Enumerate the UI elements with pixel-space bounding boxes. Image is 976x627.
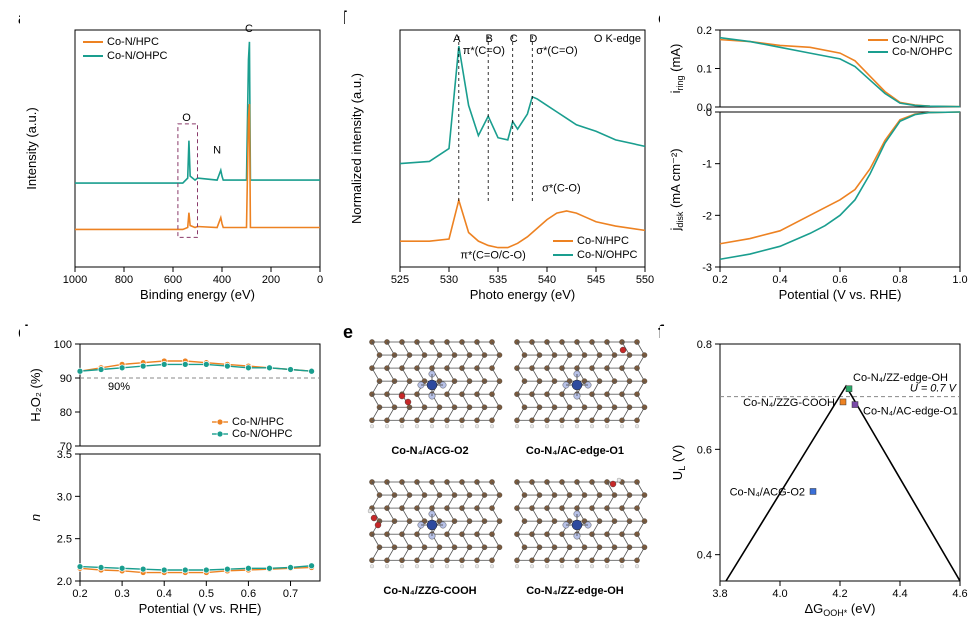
svg-text:jdisk (mA cm⁻²): jdisk (mA cm⁻²) <box>668 148 685 231</box>
svg-text:4.2: 4.2 <box>832 588 847 600</box>
svg-text:Binding energy (eV): Binding energy (eV) <box>140 287 255 302</box>
svg-text:0.2: 0.2 <box>712 274 727 286</box>
svg-text:1000: 1000 <box>63 274 87 286</box>
svg-text:0: 0 <box>706 107 712 119</box>
svg-text:80: 80 <box>60 407 72 419</box>
svg-text:0.2: 0.2 <box>697 25 712 37</box>
svg-text:Photo energy (eV): Photo energy (eV) <box>470 287 576 302</box>
svg-text:ΔGOOH* (eV): ΔGOOH* (eV) <box>805 601 876 616</box>
svg-text:0.1: 0.1 <box>697 64 712 76</box>
svg-text:4.4: 4.4 <box>892 588 907 600</box>
svg-text:-1: -1 <box>702 159 712 171</box>
svg-text:Co-N/HPC: Co-N/HPC <box>232 416 284 428</box>
svg-text:Co-N₄/AC-edge-O1: Co-N₄/AC-edge-O1 <box>863 406 958 418</box>
panel-e: Co-N₄/ACG-O2 Co-N₄/AC-edge-O1 Co-N₄/ZZG-CO… <box>360 330 650 615</box>
svg-text:3.5: 3.5 <box>57 449 72 461</box>
svg-text:-2: -2 <box>702 210 712 222</box>
svg-text:0.4: 0.4 <box>697 550 712 562</box>
svg-text:4.6: 4.6 <box>952 588 967 600</box>
svg-text:800: 800 <box>115 274 133 286</box>
svg-text:Co-N/OHPC: Co-N/OHPC <box>107 50 168 62</box>
svg-text:0: 0 <box>317 274 323 286</box>
svg-text:525: 525 <box>391 274 409 286</box>
svg-text:0.3: 0.3 <box>114 588 129 600</box>
svg-text:Co-N/OHPC: Co-N/OHPC <box>577 249 638 261</box>
svg-text:535: 535 <box>489 274 507 286</box>
panel-c: 0.00.10.2-3-2-100.20.40.60.81.0Potential… <box>660 12 970 302</box>
svg-text:O K-edge: O K-edge <box>594 33 641 45</box>
svg-text:4.0: 4.0 <box>772 588 787 600</box>
svg-text:Co-N/HPC: Co-N/HPC <box>892 34 944 46</box>
svg-text:Co-N/OHPC: Co-N/OHPC <box>232 428 293 440</box>
svg-text:Co-N/OHPC: Co-N/OHPC <box>892 46 953 58</box>
svg-text:N: N <box>213 144 221 156</box>
svg-text:2.5: 2.5 <box>57 534 72 546</box>
svg-text:Co-N₄/ZZG-COOH: Co-N₄/ZZG-COOH <box>743 397 835 409</box>
svg-text:200: 200 <box>262 274 280 286</box>
svg-text:0.2: 0.2 <box>72 588 87 600</box>
svg-text:400: 400 <box>213 274 231 286</box>
svg-text:Co-N/HPC: Co-N/HPC <box>577 235 629 247</box>
svg-text:H₂O₂ (%): H₂O₂ (%) <box>28 368 43 421</box>
panel-d: 7080901002.02.53.03.50.20.30.40.50.60.7P… <box>20 326 330 616</box>
svg-text:3.8: 3.8 <box>712 588 727 600</box>
svg-text:Potential (V vs. RHE): Potential (V vs. RHE) <box>139 601 262 616</box>
svg-text:2.0: 2.0 <box>57 576 72 588</box>
svg-text:σ*(C-O): σ*(C-O) <box>542 183 581 195</box>
svg-text:0.4: 0.4 <box>157 588 172 600</box>
svg-text:0.5: 0.5 <box>199 588 214 600</box>
svg-text:Co-N₄/ZZ-edge-OH: Co-N₄/ZZ-edge-OH <box>853 372 948 384</box>
svg-text:0.8: 0.8 <box>892 274 907 286</box>
svg-text:C: C <box>510 33 518 45</box>
svg-text:0.6: 0.6 <box>241 588 256 600</box>
svg-text:C: C <box>245 23 253 35</box>
svg-text:0.6: 0.6 <box>832 274 847 286</box>
svg-text:-3: -3 <box>702 262 712 274</box>
svg-text:A: A <box>453 33 461 45</box>
svg-text:n: n <box>28 514 43 521</box>
svg-text:90: 90 <box>60 373 72 385</box>
svg-text:540: 540 <box>538 274 556 286</box>
svg-text:O: O <box>182 112 191 124</box>
svg-text:0.8: 0.8 <box>697 339 712 351</box>
svg-text:Co-N/HPC: Co-N/HPC <box>107 36 159 48</box>
svg-text:U = 0.7 V: U = 0.7 V <box>910 383 958 395</box>
svg-text:530: 530 <box>440 274 458 286</box>
svg-text:Potential (V vs. RHE): Potential (V vs. RHE) <box>779 287 902 302</box>
svg-text:90%: 90% <box>108 381 130 393</box>
panel-e-label: e <box>343 322 353 343</box>
svg-text:UL (V): UL (V) <box>670 445 687 480</box>
panel-f: 3.8 4.0 4.2 4.4 4.6 0.4 0.6 0.8 ΔGOOH* (eV) UL (V… <box>660 326 970 616</box>
svg-text:Normalized intensity (a.u.): Normalized intensity (a.u.) <box>349 73 364 224</box>
svg-text:0.4: 0.4 <box>772 274 787 286</box>
panel-b: 525 530 535 540 545 550 Photo energy (eV) Norma… <box>345 12 655 302</box>
svg-text:1.0: 1.0 <box>952 274 967 286</box>
svg-text:σ*(C=O): σ*(C=O) <box>536 45 577 57</box>
svg-text:Co-N₄/ZZ-edge-OH: Co-N₄/ZZ-edge-OH <box>526 585 624 597</box>
svg-text:π*(C=O): π*(C=O) <box>463 45 505 57</box>
svg-text:100: 100 <box>54 339 72 351</box>
panel-a: 1000 800 600 400 200 0 Binding energy (eV) Inte… <box>20 12 330 302</box>
svg-text:Co-N₄/AC-edge-O1: Co-N₄/AC-edge-O1 <box>526 445 624 457</box>
svg-text:B: B <box>486 33 493 45</box>
svg-text:Intensity (a.u.): Intensity (a.u.) <box>24 107 39 189</box>
svg-text:0.7: 0.7 <box>283 588 298 600</box>
svg-text:0.6: 0.6 <box>697 444 712 456</box>
svg-text:Co-N₄/ACG-O2: Co-N₄/ACG-O2 <box>391 445 468 457</box>
svg-text:D: D <box>529 33 537 45</box>
svg-text:3.0: 3.0 <box>57 491 72 503</box>
svg-text:iring (mA): iring (mA) <box>668 44 685 94</box>
svg-text:π*(C=O/C-O): π*(C=O/C-O) <box>460 249 525 261</box>
svg-text:Co-N₄/ACG-O2: Co-N₄/ACG-O2 <box>730 486 805 498</box>
svg-text:Co-N₄/ZZG-COOH: Co-N₄/ZZG-COOH <box>383 585 476 597</box>
svg-text:600: 600 <box>164 274 182 286</box>
svg-text:550: 550 <box>636 274 654 286</box>
svg-text:545: 545 <box>587 274 605 286</box>
